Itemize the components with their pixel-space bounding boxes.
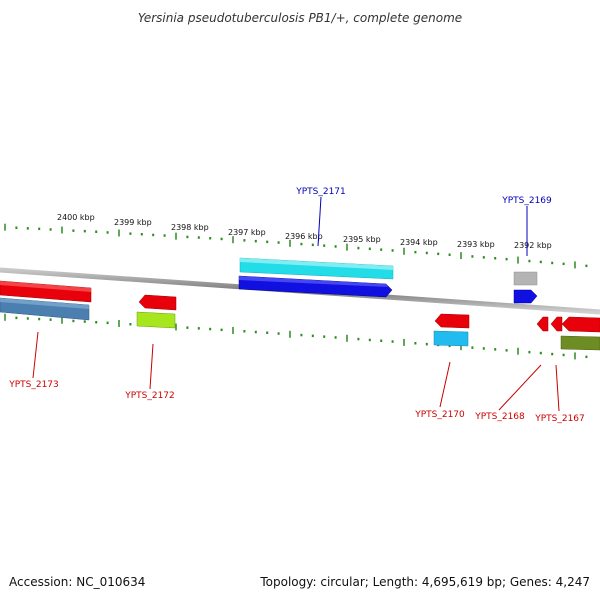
kbp-labels: 2400 kbp 2399 kbp 2398 kbp 2397 kbp 2396… <box>57 213 552 250</box>
gene-lime[interactable] <box>136 311 176 329</box>
gene-gray-block[interactable] <box>513 271 538 286</box>
gene-ypts-2170[interactable] <box>434 313 470 329</box>
blue-strand-genes <box>238 275 538 304</box>
gene-ypts-2171-fwd-shine <box>240 258 393 270</box>
gene-ypts-2167[interactable] <box>561 316 600 333</box>
kbp-label-2398: 2398 kbp <box>171 223 209 232</box>
red-genes <box>0 280 600 333</box>
label-ypts-2172[interactable]: YPTS_2172 <box>124 391 175 401</box>
callout-lines <box>32 196 560 412</box>
callout-ypts-2172 <box>149 343 154 390</box>
gene-ypts-2172[interactable] <box>138 294 177 311</box>
kbp-scale-lower <box>4 313 588 360</box>
gene-ypts-2169[interactable] <box>513 289 538 304</box>
callout-ypts-2171 <box>317 196 322 247</box>
forward-strand-genes <box>239 257 538 286</box>
label-ypts-2170[interactable]: YPTS_2170 <box>414 410 465 420</box>
kbp-label-2395: 2395 kbp <box>343 235 381 244</box>
label-ypts-2169[interactable]: YPTS_2169 <box>501 196 552 206</box>
callout-ypts-2167 <box>555 364 560 412</box>
callout-ypts-2173 <box>32 331 39 379</box>
genome-title: Yersinia pseudotuberculosis PB1/+, compl… <box>138 11 462 25</box>
gene-red-small-b[interactable] <box>550 316 563 332</box>
label-ypts-2173[interactable]: YPTS_2173 <box>8 380 59 390</box>
kbp-label-2394: 2394 kbp <box>400 238 438 247</box>
label-ypts-2168[interactable]: YPTS_2168 <box>474 412 525 422</box>
label-ypts-2171[interactable]: YPTS_2171 <box>295 187 346 197</box>
callout-ypts-2168 <box>498 364 542 411</box>
gene-labels: YPTS_2171 YPTS_2169 YPTS_2173 YPTS_2172 … <box>8 187 585 424</box>
kbp-label-2399: 2399 kbp <box>114 218 152 227</box>
other-genes <box>0 297 600 351</box>
kbp-label-2397: 2397 kbp <box>228 228 266 237</box>
gene-olive[interactable] <box>560 335 600 351</box>
gene-steelblue-shine <box>0 298 89 309</box>
gene-sky[interactable] <box>433 330 469 347</box>
gene-ypts-2171-shine <box>239 276 388 287</box>
kbp-scale-upper <box>4 223 588 269</box>
label-ypts-2167[interactable]: YPTS_2167 <box>534 414 585 424</box>
kbp-label-2400: 2400 kbp <box>57 213 95 222</box>
kbp-label-2396: 2396 kbp <box>285 232 323 241</box>
kbp-label-2392: 2392 kbp <box>514 241 552 250</box>
callout-ypts-2170 <box>439 361 451 408</box>
topology-summary: Topology: circular; Length: 4,695,619 bp… <box>259 575 590 589</box>
gene-ypts-2173-shine <box>0 281 91 292</box>
kbp-label-2393: 2393 kbp <box>457 240 495 249</box>
gene-ypts-2168[interactable] <box>536 316 549 332</box>
accession-text: Accession: NC_010634 <box>9 575 145 589</box>
